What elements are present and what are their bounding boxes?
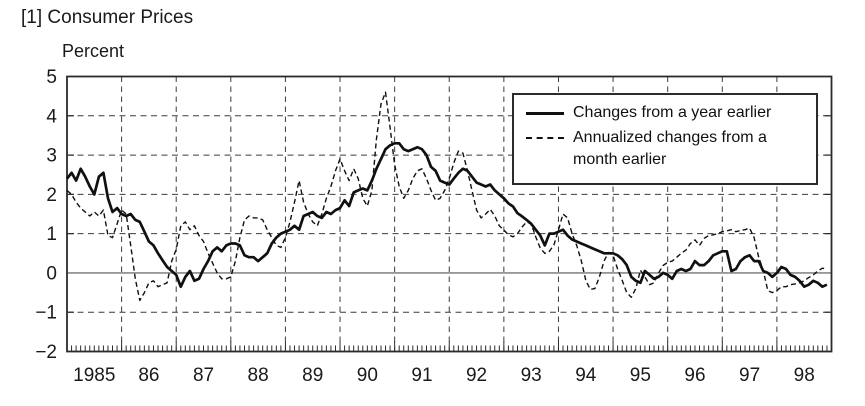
legend-item-month-change: Annualized changes from a month earlier: [526, 127, 816, 171]
x-axis-tick-label: 1985: [73, 365, 115, 386]
y-axis-unit-label: Percent: [62, 41, 125, 61]
x-axis-tick-label: 88: [248, 365, 269, 386]
x-axis-tick-label: 87: [193, 365, 214, 386]
x-axis-tick-label: 91: [411, 365, 432, 386]
legend-item-year-change: Changes from a year earlier: [526, 102, 816, 124]
solid-line-sample: [526, 112, 564, 115]
x-axis-tick-label: 96: [684, 365, 705, 386]
y-axis-tick-label: 2: [46, 185, 57, 206]
y-axis-tick-label: 0: [46, 263, 57, 284]
dashed-line-sample: [526, 137, 564, 139]
series-annualized-monthly-line: [66, 91, 828, 302]
x-axis-tick-label: 98: [794, 365, 815, 386]
chart-legend: Changes from a year earlier Annualized c…: [512, 93, 818, 185]
x-axis-tick-label: 86: [138, 365, 159, 386]
y-axis-tick-label: −2: [35, 342, 57, 363]
x-axis-tick-label: 92: [466, 365, 487, 386]
x-axis-tick-label: 90: [357, 365, 378, 386]
chart-title: [1] Consumer Prices: [21, 7, 194, 28]
legend-label-month-change: Annualized changes from a month earlier: [573, 129, 767, 168]
y-axis-tick-label: 5: [46, 67, 57, 88]
y-axis-tick-label: 4: [46, 106, 57, 127]
x-axis-tick-label: 95: [630, 365, 651, 386]
y-axis-tick-label: 1: [46, 224, 57, 245]
y-axis-tick-label: 3: [46, 146, 57, 167]
legend-label-year-change: Changes from a year earlier: [573, 104, 772, 121]
x-axis-tick-label: 97: [739, 365, 760, 386]
x-axis-tick-label: 94: [575, 365, 597, 386]
y-axis-tick-label: −1: [35, 303, 57, 324]
x-axis-tick-label: 93: [521, 365, 542, 386]
x-axis-tick-label: 89: [302, 365, 323, 386]
